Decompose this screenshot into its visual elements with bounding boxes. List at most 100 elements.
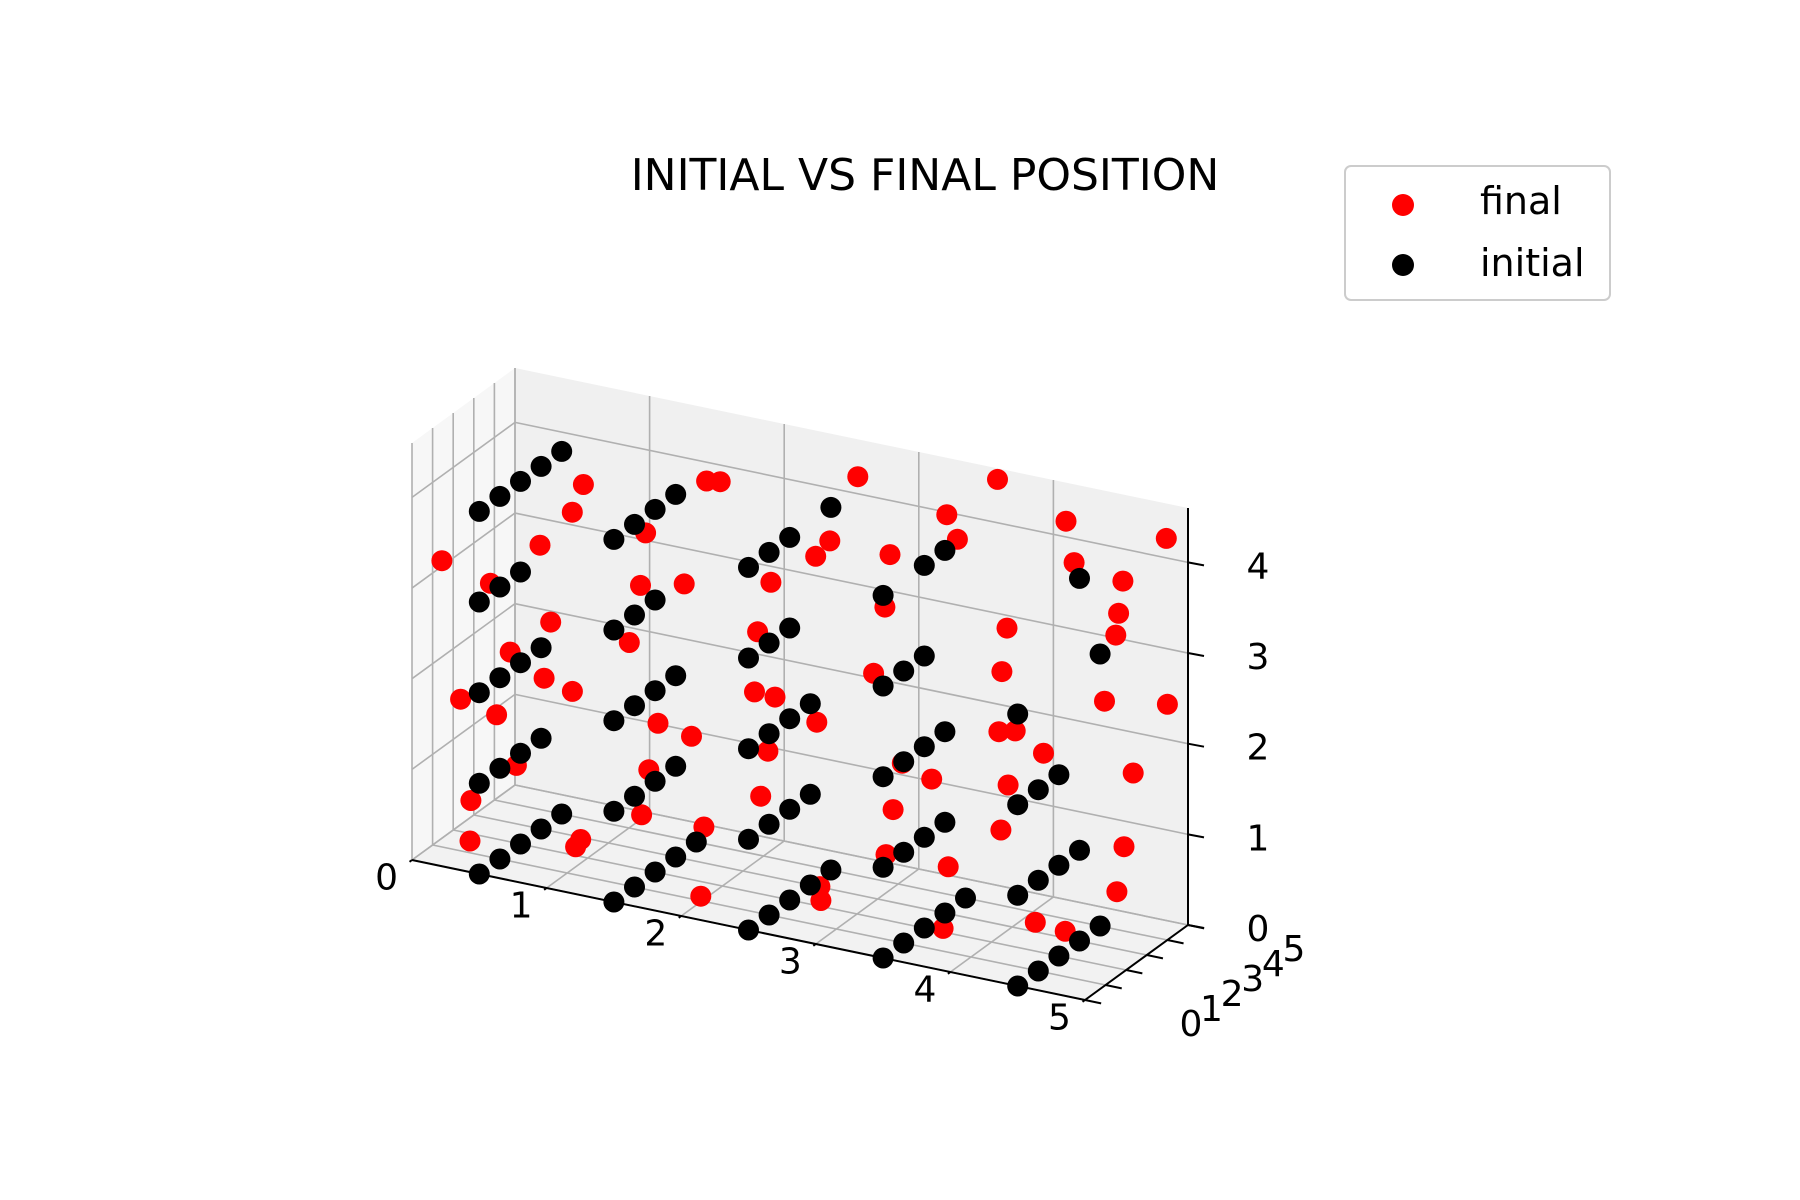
- point-initial: [603, 528, 625, 550]
- point-initial: [893, 751, 915, 773]
- point-initial: [934, 811, 956, 833]
- point-initial: [872, 584, 894, 606]
- point-initial: [779, 798, 801, 820]
- point-final: [450, 688, 472, 710]
- point-initial: [820, 496, 842, 518]
- x-tick-mark: [1081, 999, 1086, 1003]
- point-initial: [685, 831, 707, 853]
- point-initial: [738, 647, 759, 669]
- point-initial: [758, 632, 780, 654]
- point-initial: [934, 539, 956, 561]
- y-tick-mark: [1167, 939, 1184, 945]
- point-final: [1122, 762, 1144, 784]
- legend-label-initial: initial: [1480, 241, 1585, 285]
- point-final: [1112, 570, 1134, 592]
- point-final: [1024, 911, 1046, 933]
- point-final: [1094, 690, 1115, 712]
- y-tick-mark: [1084, 999, 1102, 1005]
- point-initial: [872, 766, 894, 788]
- point-initial: [510, 833, 531, 855]
- point-initial: [913, 736, 935, 758]
- point-final: [882, 799, 904, 821]
- point-final: [681, 725, 702, 747]
- point-final: [570, 829, 592, 850]
- point-initial: [779, 617, 801, 639]
- point-initial: [665, 755, 687, 777]
- z-tick-mark: [1187, 742, 1205, 748]
- point-initial: [913, 826, 935, 848]
- point-final: [988, 721, 1010, 743]
- grid-line-z-side: [411, 603, 516, 680]
- y-tick-label: 3: [1241, 959, 1264, 1000]
- y-tick-mark: [1105, 984, 1122, 990]
- point-final: [1155, 527, 1177, 549]
- z-tick-mark: [1187, 924, 1205, 929]
- point-initial: [665, 846, 687, 868]
- point-final: [1033, 742, 1054, 764]
- point-initial: [738, 919, 759, 941]
- point-initial: [510, 742, 531, 764]
- x-tick-mark: [678, 915, 682, 919]
- z-tick-mark: [1187, 652, 1205, 658]
- point-final: [486, 704, 508, 726]
- point-final: [921, 768, 943, 790]
- point-initial: [913, 554, 935, 576]
- back-pane: [515, 368, 1188, 925]
- point-final: [819, 530, 841, 552]
- point-initial: [551, 440, 573, 462]
- point-initial: [758, 541, 780, 563]
- grid-line-x-floor: [546, 812, 651, 889]
- point-initial: [799, 693, 821, 715]
- grid-line-x-floor: [815, 868, 920, 945]
- point-final: [1108, 602, 1130, 624]
- point-initial: [603, 710, 625, 732]
- x-tick-label: 5: [1048, 997, 1071, 1038]
- point-initial: [603, 619, 625, 641]
- z-tick-mark: [1187, 833, 1205, 839]
- point-initial: [738, 738, 759, 760]
- point-final: [879, 544, 901, 566]
- point-initial: [603, 800, 625, 822]
- point-final: [937, 856, 959, 878]
- point-initial: [799, 783, 821, 805]
- point-initial: [738, 828, 759, 850]
- point-final: [1004, 720, 1026, 742]
- grid-line-z-back: [514, 512, 1189, 654]
- point-final: [431, 550, 453, 572]
- legend-marker-final: [1392, 194, 1414, 216]
- point-final: [1156, 693, 1178, 715]
- point-initial: [1007, 975, 1029, 997]
- point-initial: [779, 526, 801, 548]
- point-initial: [1007, 884, 1029, 906]
- point-initial: [1048, 854, 1070, 876]
- point-final: [460, 790, 482, 811]
- grid-line-x-floor: [949, 896, 1054, 973]
- x-tick-label: 4: [913, 969, 936, 1010]
- point-final: [1105, 624, 1127, 646]
- z-tick-label: 2: [1247, 728, 1270, 769]
- point-initial: [644, 589, 666, 611]
- point-final: [690, 885, 712, 907]
- point-final: [997, 774, 1019, 796]
- point-final: [1106, 881, 1128, 903]
- point-initial: [644, 680, 666, 702]
- point-initial: [779, 708, 801, 730]
- point-initial: [624, 695, 645, 717]
- point-initial: [665, 665, 687, 687]
- point-initial: [624, 785, 645, 807]
- point-final: [673, 573, 695, 595]
- chart-title: INITIAL VS FINAL POSITION: [631, 150, 1220, 201]
- point-initial: [872, 947, 894, 969]
- point-initial: [530, 727, 552, 749]
- y-tick-label: 5: [1282, 929, 1305, 970]
- y-tick-label: 1: [1200, 989, 1223, 1030]
- point-initial: [510, 470, 531, 492]
- point-initial: [489, 576, 511, 598]
- point-final: [1055, 510, 1077, 532]
- y-tick-label: 4: [1262, 944, 1285, 985]
- point-initial: [530, 637, 552, 659]
- z-tick-mark: [1187, 561, 1205, 567]
- point-initial: [665, 483, 687, 505]
- y-tick-mark: [1125, 969, 1143, 975]
